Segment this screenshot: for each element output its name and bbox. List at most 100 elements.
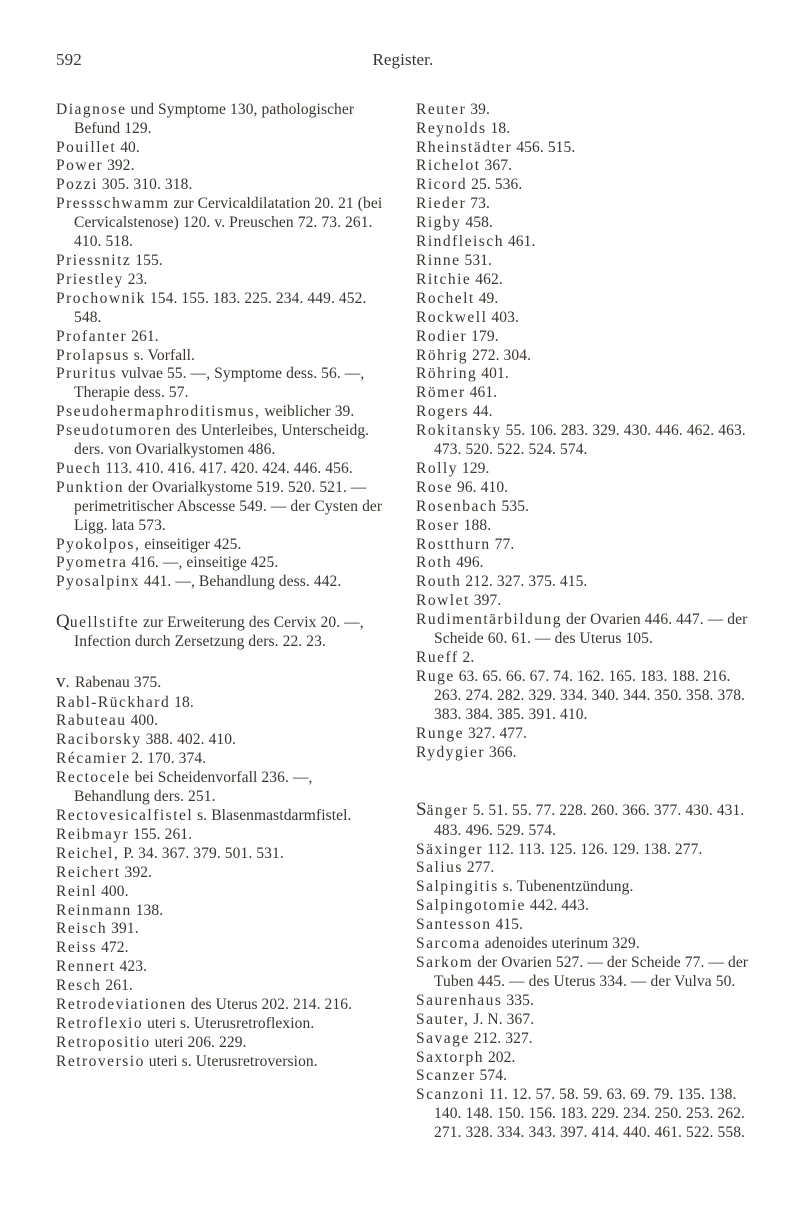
index-term: Salius <box>416 859 463 876</box>
index-term: Reichert <box>56 864 121 881</box>
index-term: Pozzi <box>56 176 98 193</box>
index-term: Priestley <box>56 271 124 288</box>
index-term: Reinmann <box>56 902 132 919</box>
index-term: Sarkom <box>416 954 473 971</box>
index-term: Rinne <box>416 252 461 269</box>
index-term: Savage <box>416 1030 470 1047</box>
index-entry: Rokitansky 55. 106. 283. 329. 430. 446. … <box>416 422 752 460</box>
index-entry: Salpingotomie 442. 443. <box>416 897 752 916</box>
index-term: Röhrig <box>416 347 468 364</box>
index-entry: Roth 496. <box>416 554 752 573</box>
index-entry: Scanzoni 11. 12. 57. 58. 59. 63. 69. 79.… <box>416 1086 752 1143</box>
index-entry: Rowlet 397. <box>416 592 752 611</box>
index-term: änger <box>427 802 469 819</box>
index-term: Santesson <box>416 916 492 933</box>
index-entry: Roser 188. <box>416 517 752 536</box>
index-term: Power <box>56 157 103 174</box>
index-entry: Prochownik 154. 155. 183. 225. 234. 449.… <box>56 290 392 328</box>
index-term: Récamier <box>56 750 127 767</box>
index-term: Runge <box>416 725 464 742</box>
index-term: Rectovesicalfistel <box>56 807 193 824</box>
page-header: 592 Register. <box>56 50 752 71</box>
index-entry: Reichert 392. <box>56 864 392 883</box>
index-term: Röhring <box>416 365 477 382</box>
index-entry: v. Rabenau 375. <box>56 670 392 693</box>
index-entry: Rosenbach 535. <box>416 498 752 517</box>
index-entry: Säxinger 112. 113. 125. 126. 129. 138. 2… <box>416 841 752 860</box>
index-term: Saurenhaus <box>416 992 502 1009</box>
index-entry: Ricord 25. 536. <box>416 176 752 195</box>
page-number: 592 <box>56 50 82 71</box>
section-initial: Q <box>56 611 70 632</box>
index-entry: Rose 96. 410. <box>416 479 752 498</box>
index-columns: Diagnose und Symptome 130, pathologische… <box>56 101 752 1143</box>
index-term: Reinl <box>56 883 97 900</box>
index-term: Routh <box>416 573 461 590</box>
index-term: Saxtorph <box>416 1049 484 1066</box>
index-entry: Retropositio uteri 206. 229. <box>56 1034 392 1053</box>
index-entry: Resch 261. <box>56 977 392 996</box>
index-entry: Punktion der Ovarialkystome 519. 520. 52… <box>56 479 392 536</box>
index-term: Rieder <box>416 195 466 212</box>
index-entry: Salius 277. <box>416 859 752 878</box>
index-entry: Reibmayr 155. 261. <box>56 826 392 845</box>
index-term: Resch <box>56 977 101 994</box>
index-term: Rockwell <box>416 309 487 326</box>
index-entry: Reynolds 18. <box>416 120 752 139</box>
index-entry: Priestley 23. <box>56 271 392 290</box>
index-entry: Reinl 400. <box>56 883 392 902</box>
index-term: uellstifte <box>70 614 139 631</box>
index-term: Diagnose <box>56 101 127 118</box>
index-term: Salpingitis <box>416 878 499 895</box>
index-term: Retropositio <box>56 1034 151 1051</box>
index-term: Rogers <box>416 403 469 420</box>
index-entry: Reuter 39. <box>416 101 752 120</box>
index-entry: Retroversio uteri s. Uterusretroversion. <box>56 1053 392 1072</box>
index-entry: Pozzi 305. 310. 318. <box>56 176 392 195</box>
index-term: Pyosalpinx <box>56 573 140 590</box>
index-entry: Power 392. <box>56 157 392 176</box>
index-entry: Salpingitis s. Tubenentzündung. <box>416 878 752 897</box>
index-term: Rydygier <box>416 744 485 761</box>
index-term: Rueff <box>416 649 459 666</box>
index-term: Rindfleisch <box>416 233 504 250</box>
index-entry: Rigby 458. <box>416 214 752 233</box>
index-term: Profanter <box>56 328 127 345</box>
index-term: Rodier <box>416 328 467 345</box>
index-term: Römer <box>416 384 466 401</box>
index-term: Retrodeviationen <box>56 996 187 1013</box>
right-column: Reuter 39.Reynolds 18.Rheinstädter 456. … <box>416 101 752 1143</box>
left-column: Diagnose und Symptome 130, pathologische… <box>56 101 392 1143</box>
index-entry: Sarcoma adenoides uterinum 329. <box>416 935 752 954</box>
index-term: Rabuteau <box>56 712 127 729</box>
index-term: Salpingotomie <box>416 897 526 914</box>
index-entry: Reiss 472. <box>56 939 392 958</box>
index-term: Priessnitz <box>56 252 131 269</box>
index-entry: Rinne 531. <box>416 252 752 271</box>
index-entry: Puech 113. 410. 416. 417. 420. 424. 446.… <box>56 460 392 479</box>
index-term: Ritchie <box>416 271 471 288</box>
index-entry: Rheinstädter 456. 515. <box>416 139 752 158</box>
index-term: Roth <box>416 554 452 571</box>
index-term: Pseudotumoren <box>56 422 172 439</box>
index-term: Reichel, <box>56 845 119 862</box>
index-term: Pruritus <box>56 365 117 382</box>
index-term: Prochownik <box>56 290 146 307</box>
index-term: Puech <box>56 460 101 477</box>
index-term: Rectocele <box>56 769 131 786</box>
index-term: Rowlet <box>416 592 470 609</box>
index-term: Roser <box>416 517 460 534</box>
section-gap <box>416 762 752 780</box>
index-entry: Rudimentärbildung der Ovarien 446. 447. … <box>416 611 752 649</box>
index-entry: Rueff 2. <box>416 649 752 668</box>
index-entry: Santesson 415. <box>416 916 752 935</box>
index-entry: Quellstifte zur Erweiterung des Cervix 2… <box>56 610 392 652</box>
index-entry: Reichel, P. 34. 367. 379. 501. 531. <box>56 845 392 864</box>
index-entry: Rennert 423. <box>56 958 392 977</box>
index-term: Rennert <box>56 958 116 975</box>
index-term: Richelot <box>416 157 481 174</box>
index-term: Rokitansky <box>416 422 502 439</box>
section-gap <box>416 780 752 798</box>
index-term: Rigby <box>416 214 461 231</box>
index-entry: Rabl-Rückhard 18. <box>56 694 392 713</box>
